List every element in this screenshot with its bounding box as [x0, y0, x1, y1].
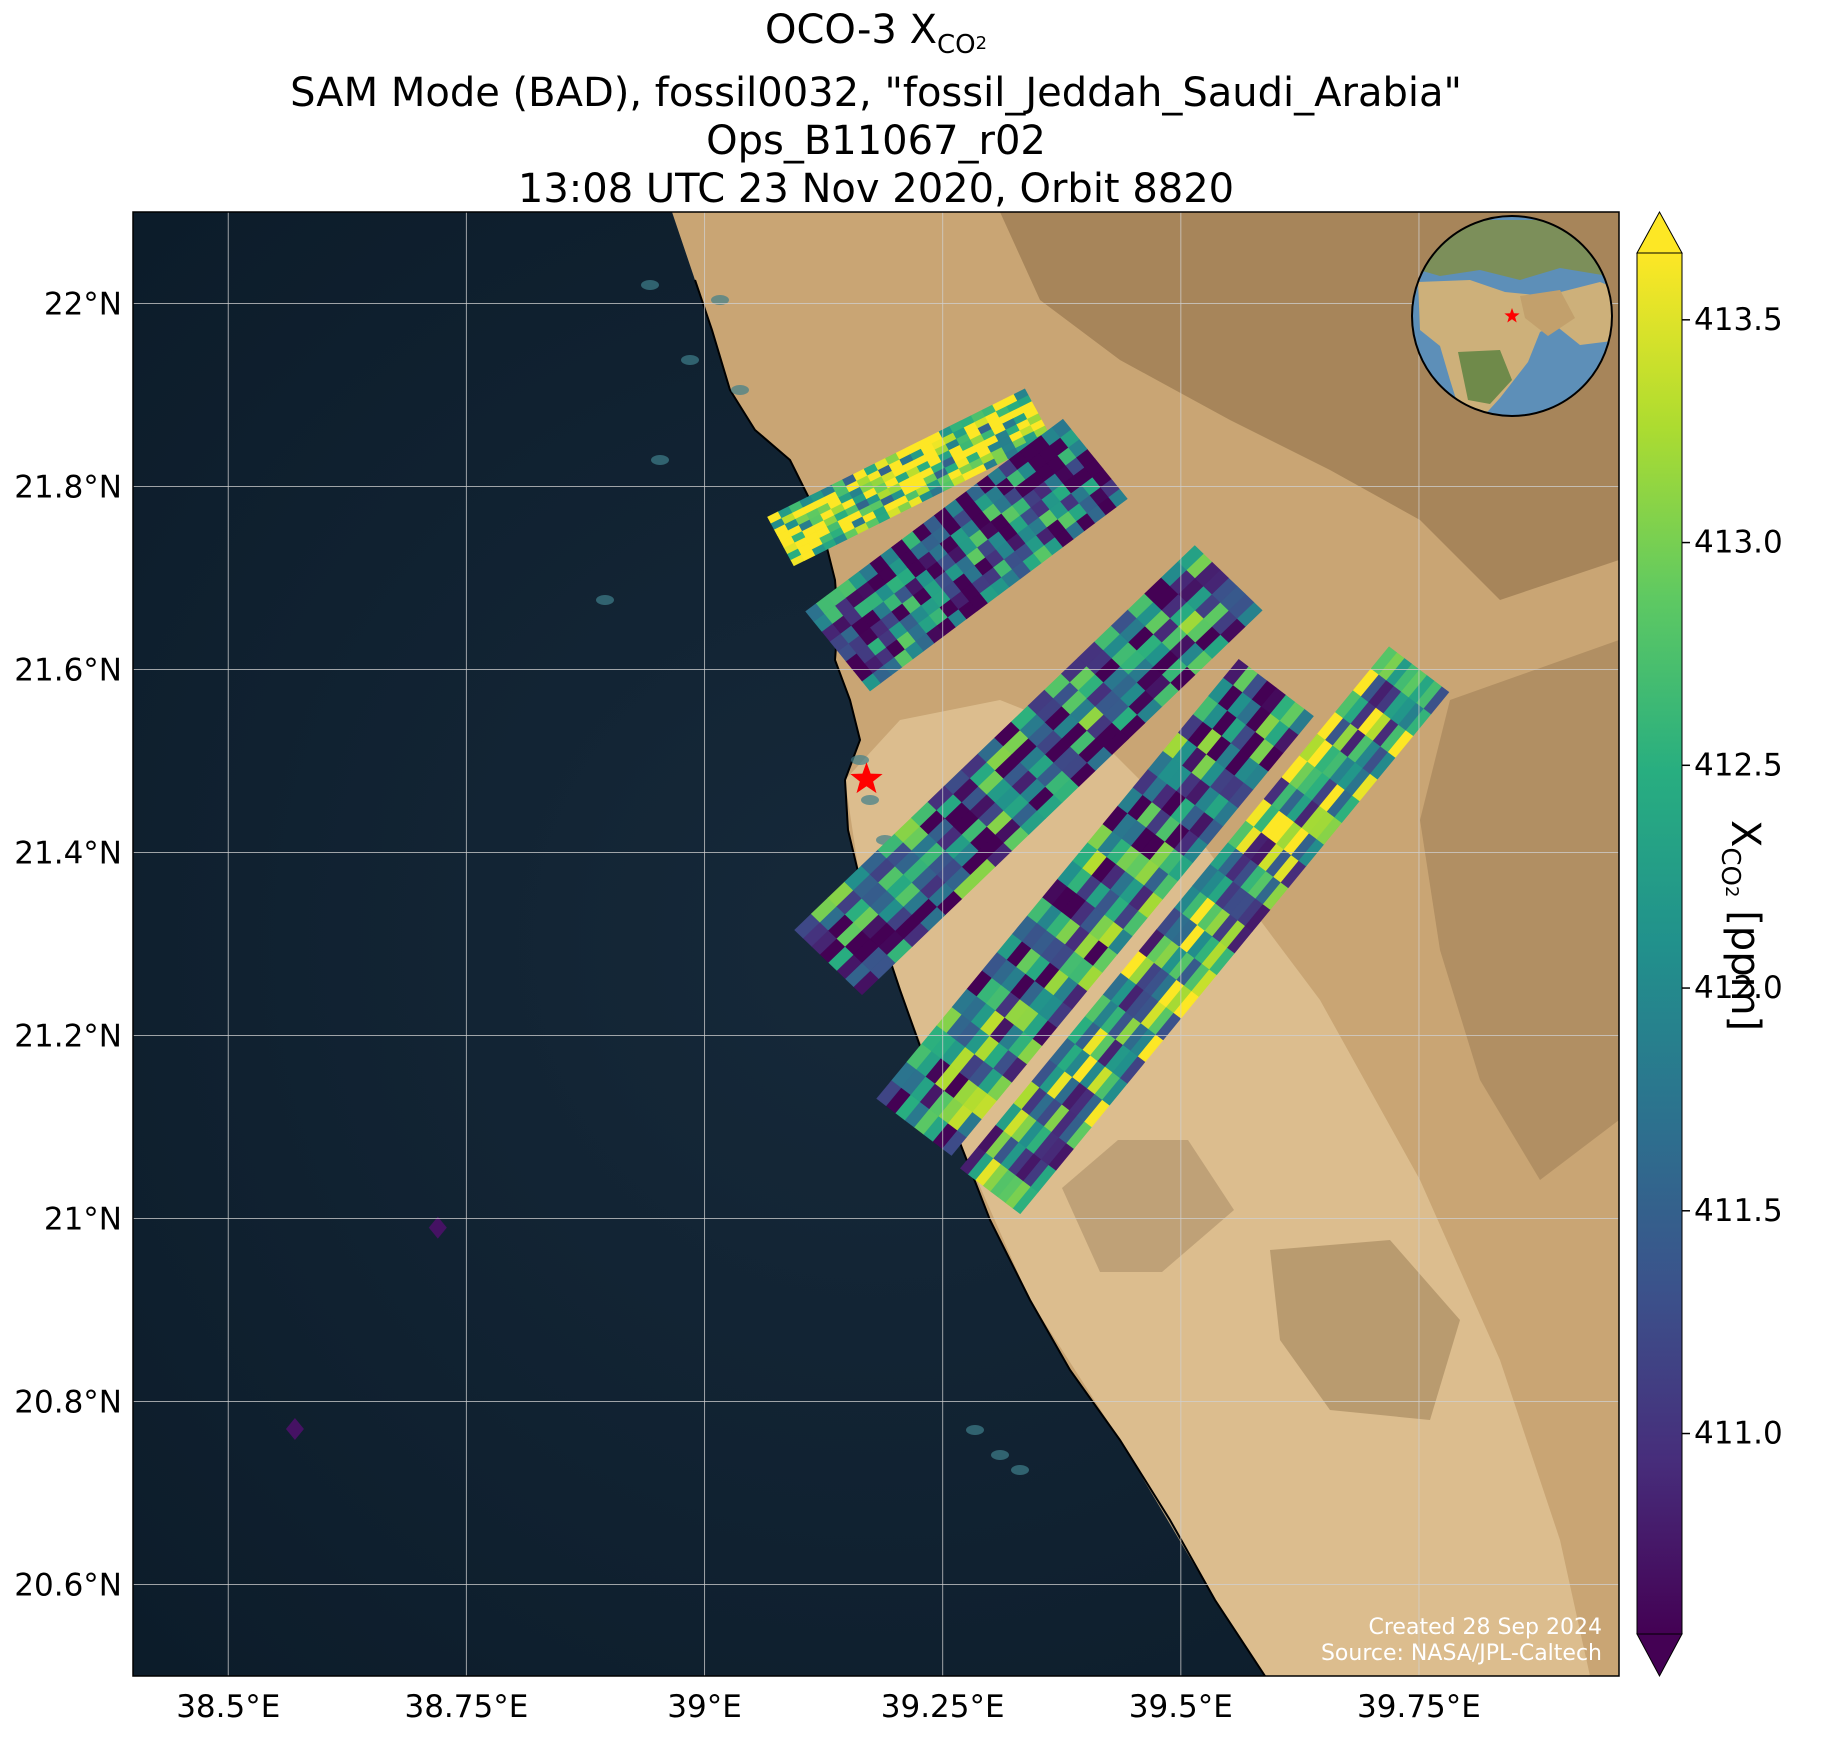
gridlines: [133, 212, 1619, 1676]
lon-tick-label: 39.25°E: [881, 1689, 1005, 1725]
reef: [596, 595, 614, 605]
lon-tick-label: 38.75°E: [404, 1689, 528, 1725]
lon-tick-label: 38.5°E: [176, 1689, 280, 1725]
map-area: Created 28 Sep 2024 Source: NASA/JPL-Cal…: [133, 212, 1619, 1676]
lat-tick-label: 21.2°N: [14, 1019, 122, 1055]
reef: [711, 295, 729, 305]
reef: [681, 355, 699, 365]
sounding-cell: [1013, 388, 1029, 401]
isolated-sounding: [285, 1417, 304, 1440]
target-star-icon: [850, 762, 883, 794]
lat-tick-label: 21°N: [44, 1202, 122, 1238]
lat-tick-label: 20.6°N: [14, 1568, 122, 1604]
credit-source: Source: NASA/JPL-Caltech: [1321, 1641, 1602, 1666]
colorbar-tick-label: 412.0: [1694, 970, 1783, 1006]
colorbar-gradient: [1636, 252, 1683, 1635]
colorbar-extend-low: [1636, 1633, 1683, 1678]
sounding-cell: [1370, 646, 1397, 675]
globe-outline: [1411, 215, 1613, 417]
colorbar-tick-label: 412.5: [1694, 747, 1783, 783]
sounding-cell: [1223, 658, 1249, 686]
colorbar: 413.5 413.0 412.5 412.0 411.5 411.0: [1636, 210, 1783, 1678]
globe-target-star-icon: [1504, 308, 1520, 323]
colorbar-tick-label: 411.5: [1694, 1193, 1783, 1229]
lon-tick-label: 39.5°E: [1129, 1689, 1233, 1725]
latitude-tick-labels: 22°N 21.8°N 21.6°N 21.4°N 21.2°N 21°N 20.8°N 20…: [14, 287, 122, 1604]
reef: [641, 280, 659, 290]
isolated-sounding: [428, 1216, 447, 1239]
lon-tick-label: 39°E: [667, 1689, 742, 1725]
mountains-east: [1420, 640, 1619, 1180]
globe-land-europe: [1412, 220, 1612, 280]
reef: [731, 385, 749, 395]
reef-islands: [596, 280, 1029, 1475]
inset-globe: [1411, 215, 1613, 417]
xco2-soundings: [285, 388, 1450, 1440]
globe-land-green: [1458, 350, 1512, 404]
colorbar-tick-label: 411.0: [1694, 1416, 1783, 1452]
sounding-cell: [1051, 418, 1072, 438]
reef: [651, 455, 669, 465]
credit-created: Created 28 Sep 2024: [1369, 1615, 1603, 1640]
title-line-4: 13:08 UTC 23 Nov 2020, Orbit 8820: [517, 166, 1235, 212]
reef: [861, 795, 879, 805]
figure-title: OCO-3 XCO2 SAM Mode (BAD), fossil0032, "…: [0, 6, 1752, 213]
lat-tick-label: 21.6°N: [14, 653, 122, 689]
lat-tick-label: 22°N: [44, 287, 122, 323]
map-frame: [132, 211, 1620, 1677]
reef: [1011, 1465, 1029, 1475]
longitude-tick-labels: 38.5°E 38.75°E 39°E 39.25°E 39.5°E 39.75°E: [176, 1689, 1481, 1725]
lat-tick-label: 20.8°N: [14, 1385, 122, 1421]
globe-land-mideast: [1520, 290, 1575, 336]
colorbar-ticks: 413.5 413.0 412.5 412.0 411.5 411.0: [1682, 302, 1783, 1452]
lon-tick-label: 39.75°E: [1357, 1689, 1481, 1725]
reef: [991, 1450, 1009, 1460]
reef: [851, 755, 869, 765]
reef: [966, 1425, 984, 1435]
title-line-1: OCO-3 XCO2: [764, 7, 988, 60]
mountains-southeast: [1270, 1240, 1460, 1420]
coastline: [694, 279, 1266, 1676]
colorbar-extend-high: [1636, 210, 1683, 254]
title-line-3: Ops_B11067_r02: [706, 118, 1046, 164]
colorbar-label: XCO2 [ppm]: [1715, 820, 1768, 1032]
colorbar-tick-label: 413.5: [1694, 302, 1783, 338]
lat-tick-label: 21.4°N: [14, 836, 122, 872]
sand-hexagon: [1062, 1140, 1234, 1272]
colorbar-tick-label: 413.0: [1694, 525, 1783, 561]
title-line-2: SAM Mode (BAD), fossil0032, "fossil_Jedd…: [290, 70, 1462, 116]
lat-tick-label: 21.8°N: [14, 470, 122, 506]
